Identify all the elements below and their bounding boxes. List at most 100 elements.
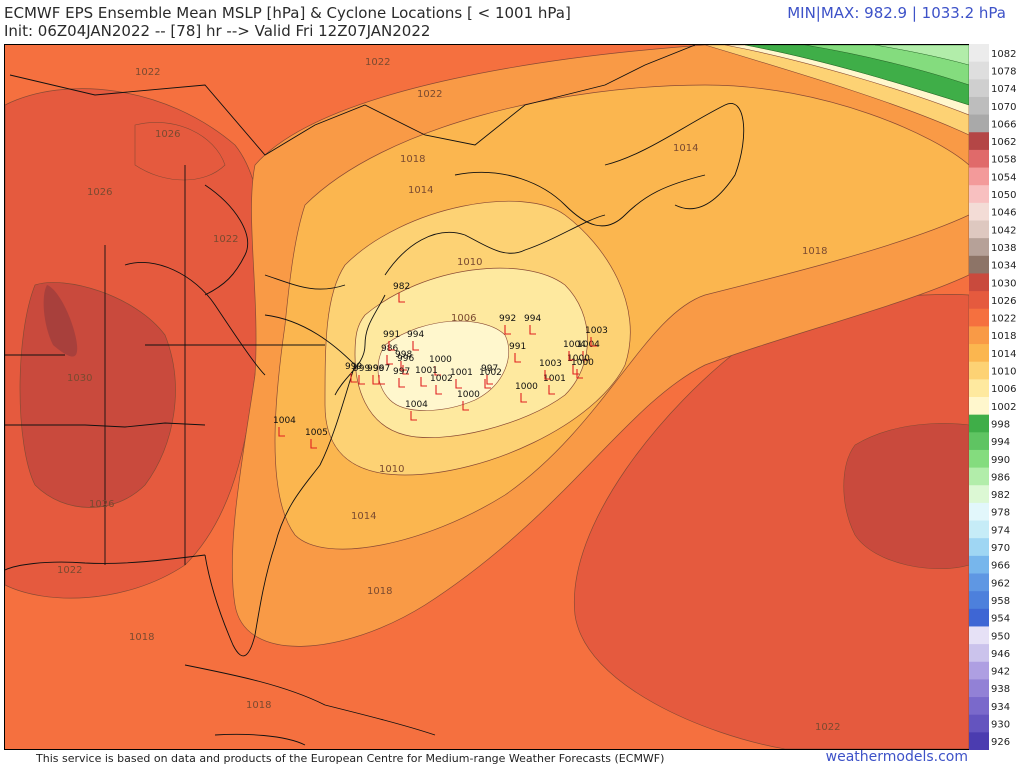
isobar-label: 1022 bbox=[213, 234, 238, 245]
scale-swatch bbox=[969, 697, 989, 716]
scale-swatch bbox=[969, 732, 989, 751]
scale-swatch bbox=[969, 538, 989, 557]
cyclone-marker bbox=[504, 325, 511, 335]
isobar-label: 1022 bbox=[135, 67, 160, 78]
scale-swatch bbox=[969, 220, 989, 239]
isobar-label: 1022 bbox=[417, 89, 442, 100]
cyclone-label: 996 bbox=[397, 354, 414, 364]
cyclone-marker bbox=[435, 385, 442, 395]
scale-swatch bbox=[969, 626, 989, 645]
scale-label: 1058 bbox=[991, 155, 1016, 166]
cyclone-label: 997 bbox=[481, 364, 498, 374]
cyclone-label: 1000 bbox=[429, 355, 452, 365]
cyclone-marker bbox=[434, 366, 441, 376]
scale-swatch bbox=[969, 449, 989, 469]
brand-link[interactable]: weathermodels.com bbox=[825, 749, 968, 765]
cyclone-label: 991 bbox=[509, 342, 526, 352]
scale-label: 954 bbox=[991, 614, 1010, 625]
scale-label: 962 bbox=[991, 578, 1010, 589]
scale-swatch bbox=[969, 679, 989, 698]
scale-label: 934 bbox=[991, 702, 1010, 713]
scale-swatch bbox=[969, 414, 989, 433]
ecmwf-credit: This service is based on data and produc… bbox=[36, 752, 665, 765]
cyclone-marker bbox=[590, 337, 597, 347]
cyclone-label: 1002 bbox=[479, 368, 502, 378]
scale-label: 1078 bbox=[991, 66, 1016, 77]
scale-label: 970 bbox=[991, 543, 1010, 554]
scale-label: 1050 bbox=[991, 190, 1016, 201]
scale-swatch bbox=[969, 291, 989, 310]
cyclone-label: 1001 bbox=[415, 366, 438, 376]
cyclone-label: 1004 bbox=[405, 400, 428, 410]
cyclone-marker bbox=[412, 341, 419, 351]
scale-label: 938 bbox=[991, 684, 1010, 695]
scale-swatch bbox=[969, 379, 989, 398]
scale-label: 950 bbox=[991, 631, 1010, 642]
cyclone-marker bbox=[582, 351, 589, 361]
scale-label: 1022 bbox=[991, 314, 1016, 325]
scale-swatch bbox=[969, 114, 989, 133]
scale-swatch bbox=[969, 714, 989, 733]
cyclone-marker bbox=[420, 377, 427, 387]
cyclone-label: 1001 bbox=[543, 374, 566, 384]
scale-label: 1046 bbox=[991, 208, 1016, 219]
cyclone-label: 997 bbox=[393, 367, 410, 377]
scale-label: 1070 bbox=[991, 102, 1016, 113]
map-title: ECMWF EPS Ensemble Mean MSLP [hPa] & Cyc… bbox=[4, 4, 571, 22]
pressure-color-scale: 1082 1078 1074 1070 1066 1062 1058 1054 1050 1046… bbox=[969, 44, 1021, 751]
scale-label: 1038 bbox=[991, 243, 1016, 254]
scale-swatch bbox=[969, 502, 989, 522]
isobar-labels: 1022 1022 1026 1022 1018 1014 1014 1010 … bbox=[57, 57, 840, 733]
cyclone-marker bbox=[402, 365, 409, 375]
cyclone-marker bbox=[548, 385, 555, 395]
scale-swatch bbox=[969, 44, 989, 63]
scale-label: 1066 bbox=[991, 119, 1016, 130]
cyclone-marker bbox=[568, 351, 575, 361]
cyclone-label: 991 bbox=[383, 330, 400, 340]
scale-swatch bbox=[969, 308, 989, 327]
cyclone-label: 1003 bbox=[585, 326, 608, 336]
scale-label: 1034 bbox=[991, 261, 1016, 272]
scale-label: 986 bbox=[991, 472, 1010, 483]
scale-label: 1006 bbox=[991, 384, 1016, 395]
scale-label: 958 bbox=[991, 596, 1010, 607]
scale-label: 990 bbox=[991, 455, 1010, 466]
cyclone-label: 994 bbox=[524, 314, 541, 324]
scale-canvas: 1082 1078 1074 1070 1066 1062 1058 1054 1050 1046… bbox=[969, 44, 1016, 751]
cyclone-marker bbox=[484, 379, 491, 389]
init-valid-line: Init: 06Z04JAN2022 -- [78] hr --> Valid … bbox=[4, 22, 431, 40]
isobar-label: 1030 bbox=[67, 373, 92, 384]
cyclone-marker bbox=[455, 379, 462, 389]
scale-label: 982 bbox=[991, 490, 1010, 501]
cyclone-label: 1004 bbox=[563, 340, 586, 350]
field-1002 bbox=[377, 320, 509, 411]
scale-swatch bbox=[969, 397, 989, 416]
scale-label: 998 bbox=[991, 419, 1010, 430]
scale-label: 966 bbox=[991, 561, 1010, 572]
scale-swatch bbox=[969, 555, 989, 574]
scale-swatch bbox=[969, 149, 989, 169]
scale-swatch bbox=[969, 185, 989, 204]
isobar-label: 1026 bbox=[155, 129, 180, 140]
cyclone-marker bbox=[372, 375, 379, 385]
scale-label: 1026 bbox=[991, 296, 1016, 307]
scale-swatch bbox=[969, 79, 989, 98]
isobar-label: 1014 bbox=[351, 511, 376, 522]
cyclone-marker bbox=[576, 369, 583, 379]
cyclone-marker bbox=[529, 325, 536, 335]
cyclone-marker bbox=[350, 373, 357, 383]
isobar-label: 1010 bbox=[457, 257, 482, 268]
cyclone-label: 1000 bbox=[571, 358, 594, 368]
scale-label: 926 bbox=[991, 737, 1010, 748]
scale-swatch bbox=[969, 255, 989, 274]
field-1030-east bbox=[843, 423, 969, 570]
cyclone-label: 1001 bbox=[450, 368, 473, 378]
cyclone-label: 1000 bbox=[567, 354, 590, 364]
cyclone-marker bbox=[410, 411, 417, 421]
scale-label: 1062 bbox=[991, 137, 1016, 148]
cyclone-label: 994 bbox=[407, 330, 424, 340]
cyclone-label: 1002 bbox=[430, 374, 453, 384]
isobar-label: 1026 bbox=[87, 187, 112, 198]
cyclone-label: 1000 bbox=[457, 390, 480, 400]
isobar-label: 1022 bbox=[57, 565, 82, 576]
